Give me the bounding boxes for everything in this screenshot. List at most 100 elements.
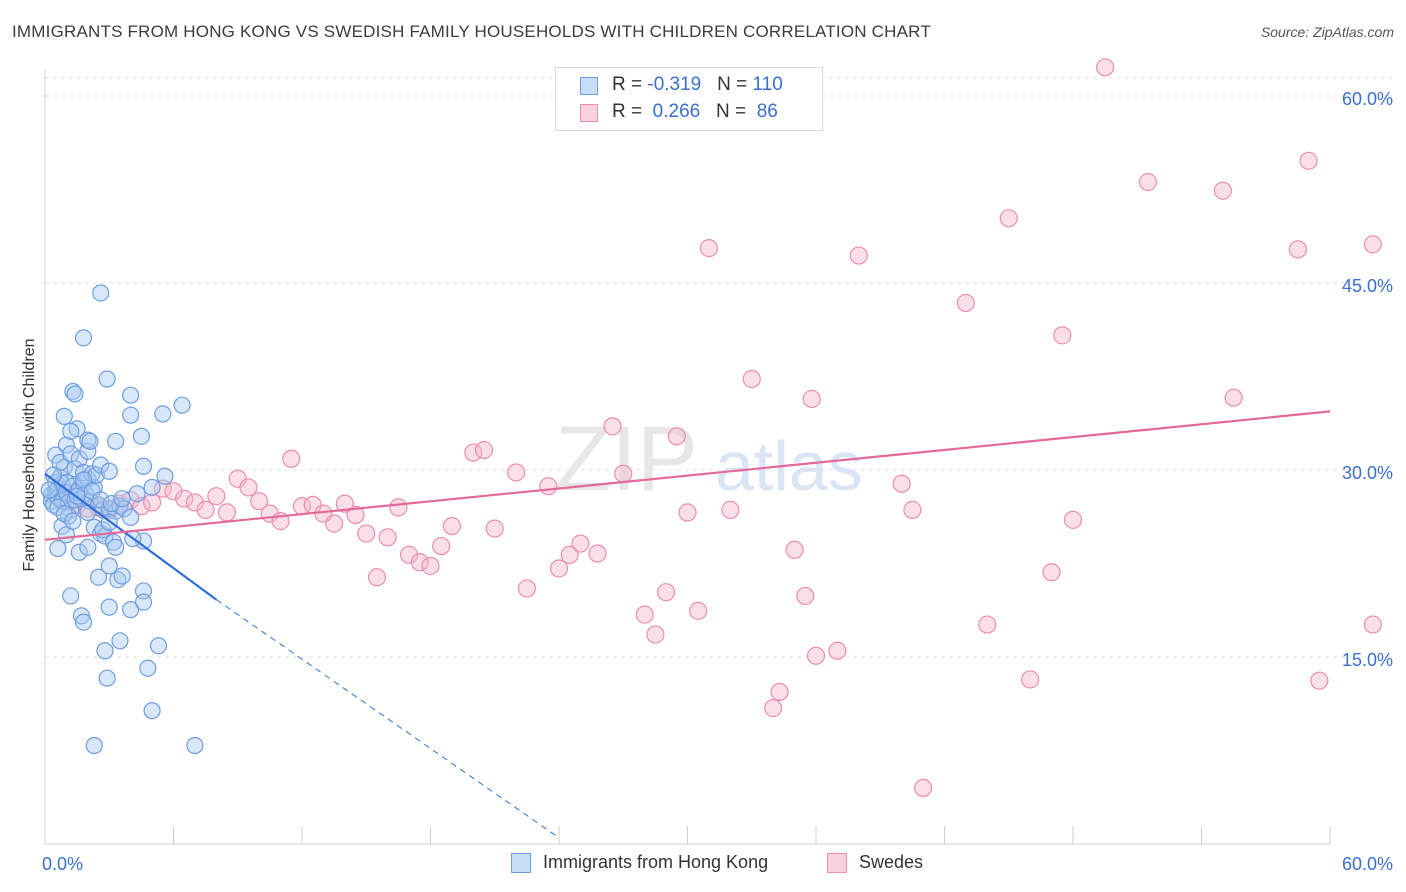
data-point — [699, 238, 719, 258]
data-point — [389, 498, 408, 517]
data-point — [74, 329, 93, 347]
data-point — [143, 478, 161, 497]
trend-lines — [44, 410, 1331, 839]
data-point — [785, 540, 804, 559]
data-point — [571, 534, 590, 553]
data-point — [742, 369, 761, 389]
data-point — [549, 559, 569, 578]
data-point — [57, 436, 76, 454]
data-point — [102, 495, 120, 513]
data-point — [250, 492, 269, 511]
legend-label: Swedes — [859, 852, 924, 872]
data-point — [802, 389, 821, 409]
r-value: 0.266 — [647, 101, 701, 122]
data-point — [1288, 240, 1307, 259]
data-point — [335, 494, 354, 513]
tick-labels: 15.0% 30.0% 45.0% 60.0% 0.0% 60.0% — [42, 89, 1393, 874]
data-point — [92, 491, 110, 509]
n-label: N = — [716, 101, 752, 122]
data-point — [367, 568, 387, 587]
legend-label: Immigrants from Hong Kong — [543, 852, 769, 872]
grid-lines — [45, 77, 1392, 658]
x-tick-label: 60.0% — [1342, 854, 1393, 874]
data-point — [1213, 181, 1233, 200]
data-point — [410, 553, 429, 572]
axes — [44, 70, 1331, 845]
data-point — [603, 417, 622, 436]
data-point — [70, 543, 88, 561]
data-point — [156, 467, 174, 485]
data-point — [74, 613, 93, 631]
data-point — [432, 536, 451, 556]
data-point — [903, 500, 922, 519]
data-point — [635, 605, 654, 624]
data-point — [399, 545, 419, 564]
hong-kong-points — [40, 284, 204, 755]
data-point — [107, 538, 125, 556]
data-point — [66, 385, 84, 403]
data-point — [142, 493, 162, 512]
data-point — [689, 601, 708, 620]
data-point — [96, 642, 114, 660]
data-point — [100, 557, 118, 575]
data-point — [721, 500, 740, 519]
data-point — [485, 519, 504, 538]
data-point — [1063, 510, 1083, 529]
data-point — [1042, 563, 1061, 582]
data-point — [113, 490, 131, 508]
data-point — [79, 538, 97, 556]
pink-swatch — [580, 104, 598, 122]
data-point — [132, 427, 150, 445]
data-point — [87, 466, 106, 484]
data-point — [55, 407, 73, 425]
data-point — [64, 512, 82, 530]
data-point — [517, 579, 536, 598]
data-point — [770, 682, 789, 702]
data-point — [186, 736, 204, 755]
data-point — [978, 615, 997, 634]
data-point — [892, 474, 911, 493]
data-point — [614, 464, 633, 483]
data-point — [474, 440, 494, 460]
data-point — [346, 505, 365, 524]
data-point — [100, 462, 118, 480]
data-point — [49, 539, 67, 558]
data-point — [79, 503, 97, 521]
data-point — [111, 632, 129, 650]
data-point — [62, 587, 80, 605]
watermark: ZIP atlas — [555, 408, 863, 510]
blue-swatch — [580, 77, 598, 95]
data-point — [53, 517, 71, 535]
data-point — [1363, 615, 1382, 634]
r-label: R = — [612, 101, 648, 122]
data-point — [196, 500, 215, 519]
data-point — [282, 449, 301, 468]
y-tick-label: 45.0% — [1342, 276, 1393, 296]
data-point — [175, 489, 194, 508]
data-point — [217, 503, 237, 522]
swedes-trend-line — [44, 410, 1331, 541]
data-point — [421, 556, 440, 576]
data-point — [122, 601, 140, 619]
data-point — [81, 432, 99, 450]
data-point — [1053, 326, 1072, 345]
chart-title: IMMIGRANTS FROM HONG KONG VS SWEDISH FAM… — [12, 22, 931, 41]
data-point — [149, 637, 168, 655]
data-point — [588, 544, 607, 563]
data-point — [1363, 235, 1382, 254]
data-point — [646, 625, 665, 644]
data-point — [507, 463, 526, 482]
data-point — [98, 669, 116, 687]
data-point — [154, 405, 172, 423]
data-point — [378, 528, 397, 547]
data-point — [98, 370, 116, 388]
data-point — [828, 641, 847, 660]
data-point — [128, 485, 146, 503]
data-point — [100, 598, 118, 616]
r-value: -0.319 — [647, 74, 702, 95]
data-point — [185, 493, 205, 512]
data-point — [92, 456, 110, 474]
correlation-legend: R = -0.319 N = 110 R = 0.266 N = 86 — [555, 67, 823, 131]
data-point — [164, 482, 183, 501]
